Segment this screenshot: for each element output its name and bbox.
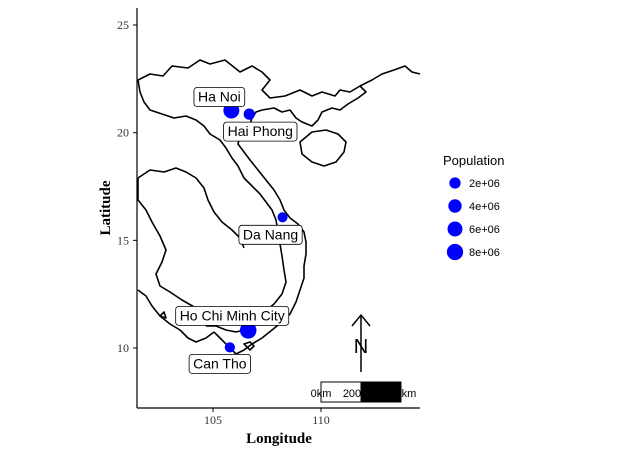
city-label-box xyxy=(175,305,290,326)
city-label: Can Tho xyxy=(188,353,251,374)
plot-axes: 10 15 20 25 105 110 xyxy=(117,8,420,427)
y-tick-label: 20 xyxy=(117,126,129,140)
city-label-box xyxy=(188,353,251,374)
city-label-text: Hai Phong xyxy=(228,123,293,139)
city-label: Da Nang xyxy=(238,224,303,245)
legend-label: 8e+06 xyxy=(469,247,500,259)
y-axis-title: Latitude xyxy=(98,180,114,235)
legend-key xyxy=(448,199,462,213)
city-label-text: Ha Noi xyxy=(198,88,241,104)
legend-label: 6e+06 xyxy=(469,224,500,236)
legend-key xyxy=(446,243,464,261)
x-axis-title: Longitude xyxy=(246,431,312,447)
city-label-box xyxy=(238,224,303,245)
scale-bar-label-start: 0km xyxy=(311,388,332,400)
x-tick-label: 105 xyxy=(204,413,222,427)
north-arrow-label: N xyxy=(354,336,368,358)
legend-label: 4e+06 xyxy=(469,201,500,213)
city-point xyxy=(277,212,288,223)
legend-key xyxy=(447,221,463,237)
city-label-text: Da Nang xyxy=(243,226,298,242)
city-label: Hai Phong xyxy=(223,121,298,142)
scale-bar-label-mid: 200 xyxy=(343,388,361,400)
x-tick-label: 110 xyxy=(312,413,330,427)
city-label-box xyxy=(223,121,298,142)
y-tick-label: 15 xyxy=(117,233,129,247)
north-arrow: N xyxy=(351,313,371,372)
scale-bar-label-end: km xyxy=(402,388,417,400)
legend-label: 2e+06 xyxy=(469,178,500,190)
legend: Population 2e+06 4e+06 6e+06 8e+06 xyxy=(443,153,504,261)
city-point xyxy=(243,108,255,120)
city-point xyxy=(224,342,235,353)
city-point xyxy=(239,322,257,339)
scale-bar-black-segment xyxy=(360,381,402,403)
y-tick-label: 10 xyxy=(117,341,129,355)
city-label: Ho Chi Minh City xyxy=(175,305,290,326)
legend-key xyxy=(449,177,461,189)
scale-bar: 0km 200 km xyxy=(311,381,417,403)
city-label-box xyxy=(193,87,246,107)
north-arrow-head xyxy=(351,313,371,327)
city-label: Ha Noi xyxy=(193,87,246,107)
city-label-text: Ho Chi Minh City xyxy=(180,307,285,323)
y-tick-label: 25 xyxy=(117,18,129,32)
legend-title: Population xyxy=(443,153,504,168)
city-label-text: Can Tho xyxy=(193,355,247,371)
